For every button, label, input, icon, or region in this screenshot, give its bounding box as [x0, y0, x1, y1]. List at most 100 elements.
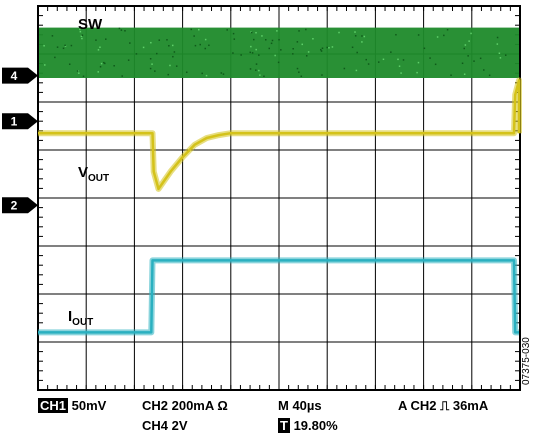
readout-trigger-position: T 19.80% — [278, 418, 338, 433]
ch2-marker-label: 2 — [11, 199, 18, 213]
sw-noise — [488, 74, 491, 77]
sw-noise — [250, 31, 253, 34]
sw-noise — [417, 61, 420, 64]
sw-noise — [461, 62, 464, 65]
sw-noise — [258, 69, 260, 72]
vout-label-main: V — [78, 164, 89, 181]
sw-noise — [255, 69, 257, 71]
sw-noise — [258, 54, 260, 56]
sw-noise — [307, 51, 310, 53]
sw-noise — [81, 34, 84, 36]
sw-noise — [249, 68, 252, 70]
sw-noise — [249, 51, 251, 54]
sw-noise — [171, 44, 174, 47]
sw-noise — [328, 47, 330, 49]
sw-noise — [326, 46, 328, 49]
sw-noise — [194, 44, 197, 47]
sw-noise — [382, 58, 385, 61]
sw-noise — [193, 35, 195, 37]
sw-noise — [270, 42, 273, 45]
readout-trigger: A CH2 ⎍ 36mA — [398, 398, 489, 413]
iout-trace — [38, 259, 519, 334]
sw-noise — [100, 62, 103, 65]
sw-noise — [173, 51, 176, 53]
sw-noise — [255, 63, 258, 65]
ch1-marker-label: 1 — [11, 115, 18, 129]
readout-ch4: CH4 2V — [142, 418, 188, 433]
sw-noise — [446, 29, 449, 31]
iout-label-main: I — [68, 308, 73, 325]
sw-noise — [498, 52, 501, 54]
ch1-marker: 1 — [2, 113, 38, 130]
sw-noise — [127, 59, 130, 61]
sw-noise — [356, 51, 358, 54]
sw-noise — [367, 63, 370, 65]
sw-noise — [423, 47, 426, 50]
sw-noise — [496, 36, 499, 39]
iout-label-sub: OUT — [72, 317, 94, 328]
sw-noise — [504, 54, 507, 56]
sw-noise — [363, 35, 366, 38]
sw-noise — [355, 69, 358, 72]
sw-noise — [82, 75, 85, 78]
sw-noise — [121, 75, 123, 77]
sw-noise — [417, 34, 420, 36]
sw-noise — [305, 28, 307, 31]
figure-id: 07375-030 — [521, 337, 532, 385]
sw-noise — [158, 39, 161, 41]
sw-noise — [124, 30, 126, 32]
sw-noise — [398, 65, 401, 67]
ch2-marker-arrow — [2, 197, 38, 214]
ch2-marker: 2 — [2, 197, 38, 214]
sw-noise — [205, 74, 208, 77]
sw-noise — [496, 43, 499, 45]
sw-noise — [250, 45, 252, 48]
sw-noise — [56, 46, 59, 48]
sw-noise — [167, 73, 169, 76]
sw-noise — [44, 64, 46, 66]
sw-noise — [464, 44, 467, 46]
sw-noise — [253, 38, 255, 41]
sw-noise — [232, 52, 234, 54]
sw-noise — [255, 31, 257, 34]
sw-noise — [120, 29, 123, 31]
sw-noise — [201, 72, 203, 75]
sw-noise — [97, 49, 100, 51]
sw-trace-label: SW — [78, 16, 103, 33]
sw-noise — [416, 71, 418, 74]
trigger-position-badge: T — [278, 418, 290, 433]
sw-noise — [261, 35, 263, 37]
sw-noise — [104, 62, 106, 65]
sw-noise — [292, 48, 294, 50]
channel-markers: 4 1 2 — [2, 67, 38, 214]
sw-noise — [168, 44, 170, 47]
ch4-marker: 4 — [2, 67, 38, 84]
sw-noise — [463, 73, 466, 75]
sw-noise — [199, 43, 201, 46]
sw-noise — [338, 31, 340, 34]
sw-noise — [296, 67, 299, 70]
sw-noise — [51, 35, 54, 37]
sw-noise — [99, 46, 101, 48]
sw-noise — [156, 52, 158, 55]
sw-noise — [395, 33, 397, 36]
readout-ch1: CH1 50mV — [38, 398, 106, 413]
trigger-position-value: 19.80% — [293, 418, 338, 433]
sw-noise — [232, 32, 235, 35]
sw-noise — [301, 43, 303, 46]
sw-noise — [79, 28, 81, 31]
sw-noise — [103, 61, 105, 64]
sw-noise — [222, 73, 225, 75]
sw-noise — [271, 39, 274, 42]
traces — [38, 27, 522, 336]
sw-noise — [70, 44, 73, 47]
sw-noise — [79, 30, 82, 33]
sw-noise — [298, 30, 300, 32]
sw-noise — [185, 71, 188, 74]
ch1-badge: CH1 — [38, 398, 69, 413]
readout-timebase: M 40µs — [278, 398, 322, 413]
sw-noise — [64, 44, 66, 47]
sw-noise — [264, 39, 267, 41]
sw-noise — [354, 35, 357, 37]
sw-noise — [76, 70, 79, 72]
